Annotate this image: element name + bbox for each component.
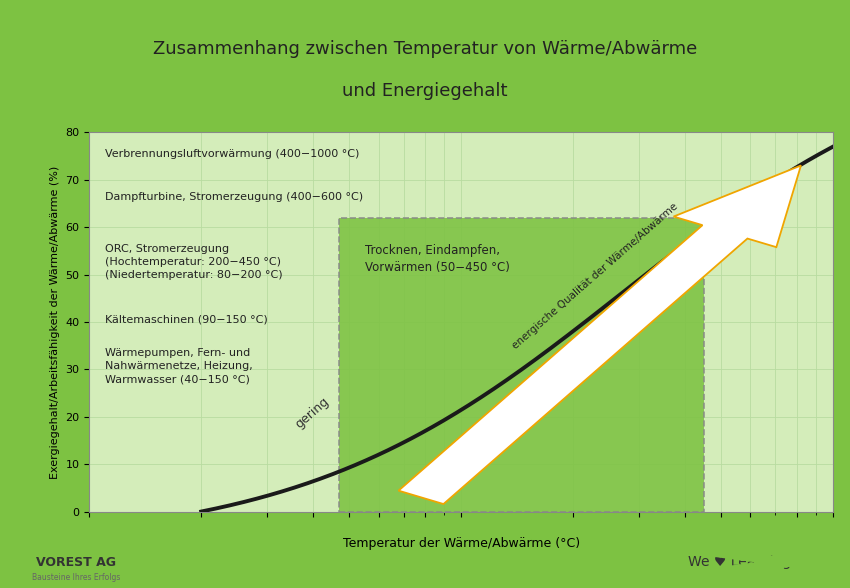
Y-axis label: Exergiegehalt/Arbeitsfähigkeit der Wärme/Abwärme (%): Exergiegehalt/Arbeitsfähigkeit der Wärme…: [50, 165, 60, 479]
Text: energische Qualität der Wärme/Abwärme: energische Qualität der Wärme/Abwärme: [510, 202, 680, 351]
Text: Zusammenhang zwischen Temperatur von Wärme/Abwärme: Zusammenhang zwischen Temperatur von Wär…: [153, 40, 697, 58]
Polygon shape: [166, 543, 344, 581]
Text: ORC, Stromerzeugung
(Hochtemperatur: 200−450 °C)
(Niedertemperatur: 80−200 °C): ORC, Stromerzeugung (Hochtemperatur: 200…: [105, 243, 282, 280]
Bar: [339, 218, 704, 512]
Text: Trocknen, Eindampfen,
Vorwärmen (50−450 °C): Trocknen, Eindampfen, Vorwärmen (50−450 …: [365, 243, 509, 273]
X-axis label: Temperatur der Wärme/Abwärme (°C): Temperatur der Wärme/Abwärme (°C): [343, 537, 580, 550]
Polygon shape: [612, 543, 790, 581]
Text: Verbrennungsluftvorwärmung (400−1000 °C): Verbrennungsluftvorwärmung (400−1000 °C): [105, 149, 359, 159]
Text: Wärmepumpen, Fern- und
Nahwärmenetze, Heizung,
Warmwasser (40−150 °C): Wärmepumpen, Fern- und Nahwärmenetze, He…: [105, 348, 252, 385]
Polygon shape: [629, 543, 808, 581]
Text: Bausteine Ihres Erfolgs: Bausteine Ihres Erfolgs: [32, 573, 121, 582]
Bar: [0, 520, 850, 534]
Text: VOREST AG: VOREST AG: [37, 556, 116, 569]
Polygon shape: [399, 165, 801, 504]
Text: Dampfturbine, Stromerzeugung (400−600 °C): Dampfturbine, Stromerzeugung (400−600 °C…: [105, 192, 363, 202]
Polygon shape: [149, 543, 327, 581]
Text: Kältemaschinen (90−150 °C): Kältemaschinen (90−150 °C): [105, 315, 268, 325]
Polygon shape: [646, 543, 824, 581]
Polygon shape: [132, 543, 310, 581]
Text: und Energiegehalt: und Energiegehalt: [343, 82, 507, 100]
Text: gering: gering: [293, 395, 332, 431]
Text: We ♥ Learning: We ♥ Learning: [688, 555, 791, 569]
